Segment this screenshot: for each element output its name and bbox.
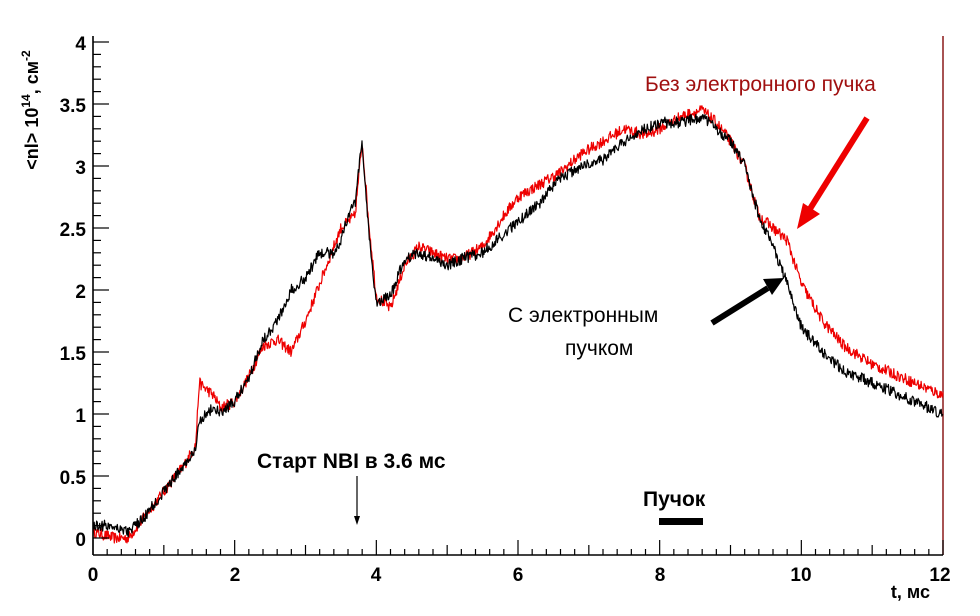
red-arrow	[797, 116, 870, 229]
red-arrow-head	[797, 203, 820, 229]
series-line-black	[92, 113, 944, 538]
y-tick-label: 2	[75, 282, 86, 303]
y-tick-label: 3	[75, 158, 86, 179]
black-arrow-head	[763, 278, 784, 295]
x-tick-labels: 0 2 4 6 8 10 12	[88, 565, 951, 586]
series-layer	[92, 105, 944, 544]
x-tick-label: 8	[655, 565, 666, 586]
y-axis-title-mid: , см	[22, 61, 42, 94]
beam-interval-bar	[659, 518, 703, 525]
beam-label: Пучок	[643, 488, 706, 511]
nbi-start-label: Старт NBI в 3.6 мс	[257, 450, 446, 473]
x-tick-label: 10	[790, 565, 811, 586]
x-tick-label: 0	[88, 565, 99, 586]
y-tick-label: 0	[75, 530, 86, 551]
x-axis-title: t, мс	[891, 582, 930, 602]
nbi-arrow	[354, 476, 360, 525]
black-arrow	[710, 278, 784, 326]
black-series-label-line1: С электронным	[508, 304, 658, 327]
red-series-label: Без электронного пучка	[645, 73, 876, 96]
y-axis-title: <nl> 1014, см-2	[19, 50, 42, 170]
y-axis-title-exp2: -2	[19, 50, 33, 61]
red-arrow-shaft	[805, 116, 870, 214]
y-tick-label: 1.5	[60, 344, 87, 365]
y-tick-label: 0.5	[60, 468, 87, 489]
x-tick-label: 2	[230, 565, 241, 586]
x-tick-label: 4	[371, 565, 382, 586]
y-axis-title-exp1: 14	[19, 94, 33, 108]
y-tick-label: 3.5	[60, 96, 87, 117]
y-axis-title-base: <nl> 10	[22, 108, 42, 170]
y-tick-label: 2.5	[60, 220, 87, 241]
black-arrow-shaft	[710, 285, 770, 326]
nbi-arrow-head	[354, 516, 360, 525]
x-tick-label: 12	[929, 565, 950, 586]
y-tick-labels: 0 0.5 1 1.5 2 2.5 3 3.5 4	[60, 34, 87, 551]
ticks-layer	[92, 41, 944, 555]
x-tick-label: 6	[513, 565, 524, 586]
y-tick-label: 4	[75, 34, 86, 55]
black-series-label-line2: пучком	[565, 337, 633, 360]
y-tick-label: 1	[75, 406, 86, 427]
